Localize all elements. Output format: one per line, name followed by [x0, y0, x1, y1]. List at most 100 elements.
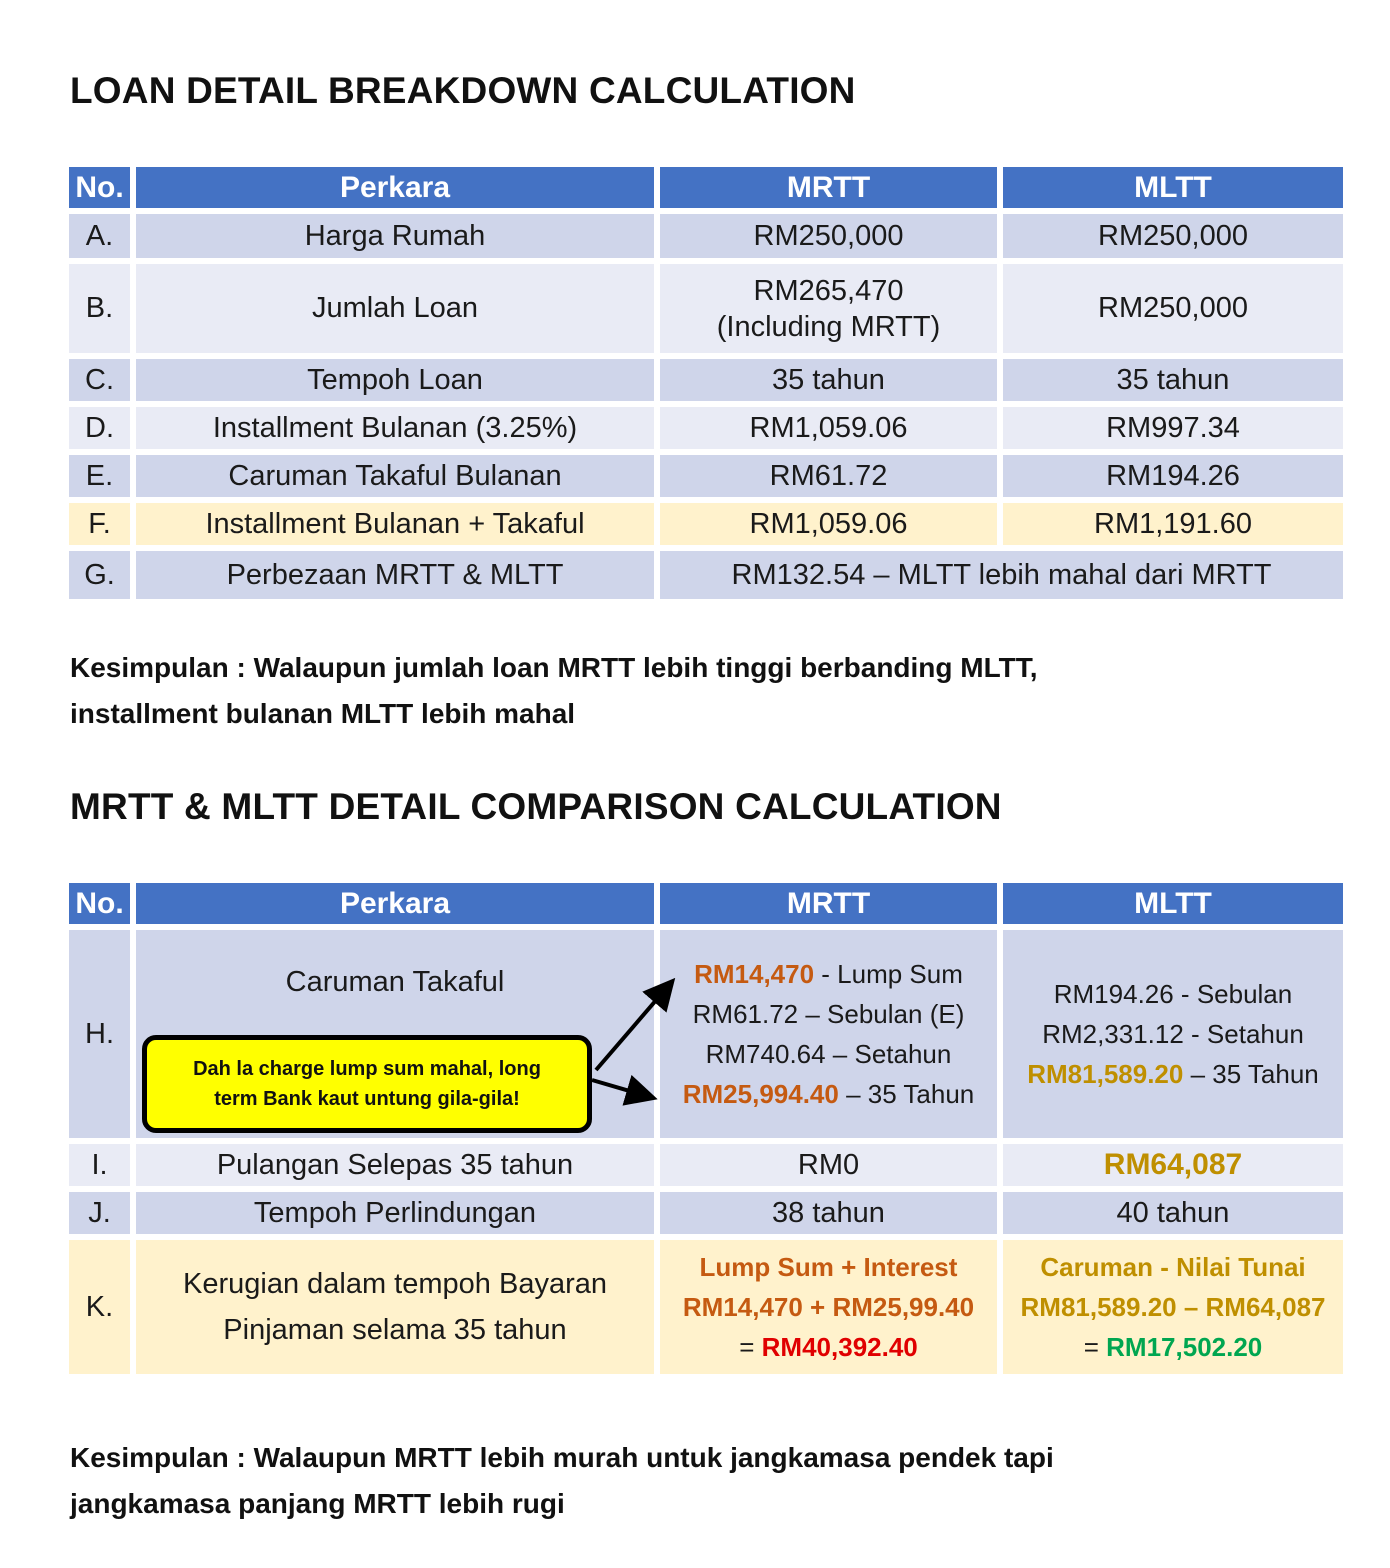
- row-no: A.: [69, 214, 130, 258]
- row-mrtt: RM265,470 (Including MRTT): [660, 264, 997, 353]
- table-header-row: No. Perkara MRTT MLTT: [69, 167, 1343, 208]
- callout-line: Dah la charge lump sum mahal, long: [193, 1058, 541, 1080]
- row-mltt: 40 tahun: [1003, 1192, 1343, 1234]
- conclusion-line: Kesimpulan : Walaupun jumlah loan MRTT l…: [70, 652, 1038, 683]
- row-mltt: RM250,000: [1003, 214, 1343, 258]
- row-item: Caruman Takaful Bulanan: [136, 455, 654, 497]
- mrtt-line: RM14,470 - Lump Sum: [660, 954, 997, 994]
- mrtt-line: RM25,994.40 – 35 Tahun: [660, 1074, 997, 1114]
- table-row: E. Caruman Takaful Bulanan RM61.72 RM194…: [69, 455, 1343, 497]
- row-mltt: RM250,000: [1003, 264, 1343, 353]
- row-mrtt: RM0: [660, 1144, 997, 1186]
- row-no: C.: [69, 359, 130, 401]
- row-mrtt-line2: (Including MRTT): [716, 310, 941, 343]
- mrtt-35y-text: – 35 Tahun: [838, 1079, 975, 1109]
- row-mltt: RM194.26 - Sebulan RM2,331.12 - Setahun …: [1003, 930, 1343, 1138]
- section2-title: MRTT & MLTT DETAIL COMPARISON CALCULATIO…: [70, 786, 1002, 827]
- mrtt-loss-value: RM40,392.40: [761, 1332, 918, 1362]
- equals-sign: =: [739, 1332, 762, 1362]
- header-perkara: Perkara: [136, 167, 654, 208]
- row-item: Pulangan Selepas 35 tahun: [136, 1144, 654, 1186]
- loan-breakdown-table: No. Perkara MRTT MLTT A. Harga Rumah RM2…: [63, 161, 1349, 605]
- mltt-formula: RM81,589.20 – RM64,087: [1020, 1292, 1326, 1322]
- row-mltt: RM194.26: [1003, 455, 1343, 497]
- row-no: B.: [69, 264, 130, 353]
- conclusion-line: Kesimpulan : Walaupun MRTT lebih murah u…: [70, 1442, 1054, 1473]
- row-item: Perbezaan MRTT & MLTT: [136, 551, 654, 599]
- row-no: H.: [69, 930, 130, 1138]
- conclusion-line: jangkamasa panjang MRTT lebih rugi: [70, 1488, 565, 1519]
- header-no: No.: [69, 883, 130, 924]
- row-mrtt: RM61.72: [660, 455, 997, 497]
- mltt-line: RM81,589.20 – 35 Tahun: [1003, 1054, 1343, 1094]
- mrtt-formula-label: Lump Sum + Interest: [699, 1252, 958, 1282]
- table-row: C. Tempoh Loan 35 tahun 35 tahun: [69, 359, 1343, 401]
- row-item: Installment Bulanan + Takaful: [136, 503, 654, 545]
- mrtt-lumpsum-value: RM14,470: [694, 959, 815, 989]
- header-mltt: MLTT: [1003, 167, 1343, 208]
- header-perkara: Perkara: [136, 883, 654, 924]
- table-row: J. Tempoh Perlindungan 38 tahun 40 tahun: [69, 1192, 1343, 1234]
- row-item-line: Kerugian dalam tempoh Bayaran: [183, 1268, 607, 1300]
- row-mltt: Caruman - Nilai Tunai RM81,589.20 – RM64…: [1003, 1240, 1343, 1374]
- table-row: B. Jumlah Loan RM265,470 (Including MRTT…: [69, 264, 1343, 353]
- row-mltt: RM997.34: [1003, 407, 1343, 449]
- mrtt-35y-value: RM25,994.40: [682, 1079, 839, 1109]
- header-no: No.: [69, 167, 130, 208]
- row-mrtt: Lump Sum + Interest RM14,470 + RM25,99.4…: [660, 1240, 997, 1374]
- row-item-line: Pinjaman selama 35 tahun: [223, 1314, 567, 1346]
- mltt-loss-value: RM17,502.20: [1106, 1332, 1263, 1362]
- row-no: G.: [69, 551, 130, 599]
- row-no: F.: [69, 503, 130, 545]
- row-item: Jumlah Loan: [136, 264, 654, 353]
- section1-title: LOAN DETAIL BREAKDOWN CALCULATION: [70, 70, 856, 111]
- section1-conclusion: Kesimpulan : Walaupun jumlah loan MRTT l…: [70, 645, 1320, 737]
- table-row: D. Installment Bulanan (3.25%) RM1,059.0…: [69, 407, 1343, 449]
- table-row: H. Caruman Takaful RM14,470 - Lump Sum R…: [69, 930, 1343, 1138]
- row-item: Harga Rumah: [136, 214, 654, 258]
- row-mrtt: RM1,059.06: [660, 503, 997, 545]
- mrtt-lumpsum-text: - Lump Sum: [814, 959, 963, 989]
- row-no: I.: [69, 1144, 130, 1186]
- row-item: Installment Bulanan (3.25%): [136, 407, 654, 449]
- mltt-line: RM2,331.12 - Setahun: [1042, 1019, 1304, 1049]
- row-no: E.: [69, 455, 130, 497]
- header-mrtt: MRTT: [660, 883, 997, 924]
- mltt-formula-label: Caruman - Nilai Tunai: [1040, 1252, 1306, 1282]
- row-no: K.: [69, 1240, 130, 1374]
- equals-sign: =: [1083, 1332, 1107, 1362]
- mltt-result: = RM17,502.20: [1003, 1327, 1343, 1367]
- row-no: D.: [69, 407, 130, 449]
- mltt-line: RM194.26 - Sebulan: [1053, 979, 1293, 1009]
- row-merged-difference: RM132.54 – MLTT lebih mahal dari MRTT: [660, 551, 1343, 599]
- row-mrtt: 35 tahun: [660, 359, 997, 401]
- section2-conclusion: Kesimpulan : Walaupun MRTT lebih murah u…: [70, 1435, 1320, 1527]
- mrtt-line: RM61.72 – Sebulan (E): [692, 999, 965, 1029]
- table-row: I. Pulangan Selepas 35 tahun RM0 RM64,08…: [69, 1144, 1343, 1186]
- callout-line: term Bank kaut untung gila-gila!: [214, 1088, 520, 1110]
- mrtt-line: RM740.64 – Setahun: [705, 1039, 952, 1069]
- callout-bubble: Dah la charge lump sum mahal, long term …: [142, 1035, 592, 1133]
- mltt-35y-value: RM81,589.20: [1027, 1059, 1184, 1089]
- mrtt-result: = RM40,392.40: [660, 1327, 997, 1367]
- comparison-table: No. Perkara MRTT MLTT H. Caruman Takaful…: [63, 877, 1349, 1380]
- table-header-row: No. Perkara MRTT MLTT: [69, 883, 1343, 924]
- row-mltt: RM64,087: [1003, 1144, 1343, 1186]
- row-mrtt: RM1,059.06: [660, 407, 997, 449]
- conclusion-line: installment bulanan MLTT lebih mahal: [70, 698, 576, 729]
- row-item: Kerugian dalam tempoh Bayaran Pinjaman s…: [136, 1240, 654, 1374]
- row-mrtt: 38 tahun: [660, 1192, 997, 1234]
- table-row: F. Installment Bulanan + Takaful RM1,059…: [69, 503, 1343, 545]
- row-mrtt-line1: RM265,470: [753, 274, 904, 307]
- mrtt-formula: RM14,470 + RM25,99.40: [682, 1292, 975, 1322]
- row-mrtt: RM14,470 - Lump Sum RM61.72 – Sebulan (E…: [660, 930, 997, 1138]
- row-mltt: 35 tahun: [1003, 359, 1343, 401]
- row-item: Tempoh Perlindungan: [136, 1192, 654, 1234]
- header-mltt: MLTT: [1003, 883, 1343, 924]
- row-mltt: RM1,191.60: [1003, 503, 1343, 545]
- header-mrtt: MRTT: [660, 167, 997, 208]
- row-mrtt: RM250,000: [660, 214, 997, 258]
- table-row: G. Perbezaan MRTT & MLTT RM132.54 – MLTT…: [69, 551, 1343, 599]
- row-item: Tempoh Loan: [136, 359, 654, 401]
- table-row: A. Harga Rumah RM250,000 RM250,000: [69, 214, 1343, 258]
